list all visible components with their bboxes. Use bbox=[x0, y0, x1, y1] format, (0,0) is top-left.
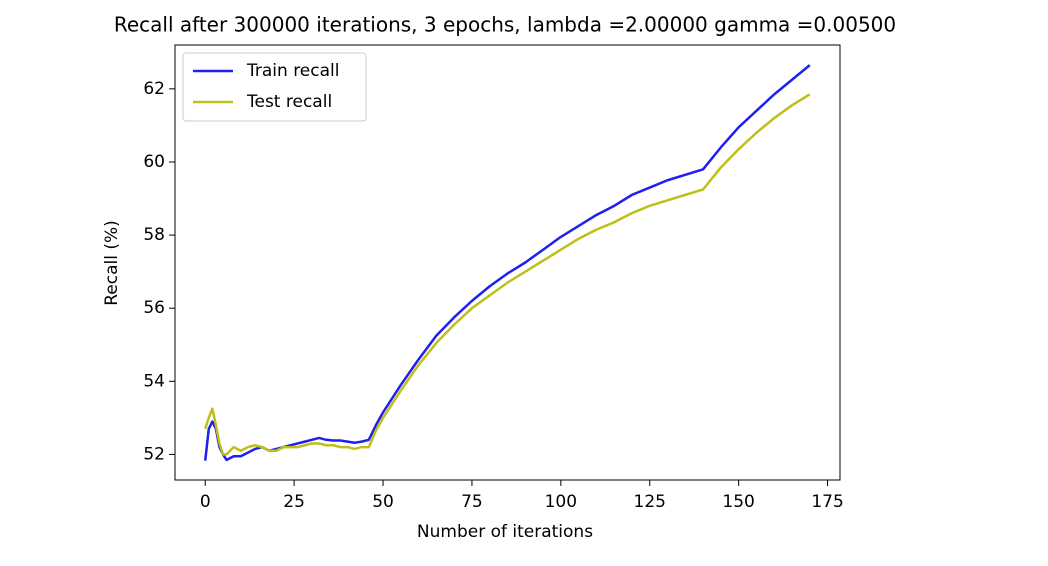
chart-title: Recall after 300000 iterations, 3 epochs… bbox=[114, 13, 896, 37]
y-axis-label: Recall (%) bbox=[102, 220, 122, 306]
plot-frame bbox=[174, 44, 841, 481]
x-tick-label: 125 bbox=[634, 492, 666, 512]
y-tick-label: 54 bbox=[143, 371, 165, 391]
series-line bbox=[204, 93, 811, 456]
x-tick-label: 75 bbox=[461, 492, 483, 512]
y-tick-label: 58 bbox=[143, 225, 165, 245]
y-tick-label: 62 bbox=[143, 79, 165, 99]
series-line bbox=[203, 64, 811, 462]
x-tick-label: 50 bbox=[372, 492, 394, 512]
y-tick-label: 56 bbox=[143, 298, 165, 318]
x-tick-label: 150 bbox=[722, 492, 754, 512]
y-tick-label: 60 bbox=[143, 152, 165, 172]
x-tick-label: 25 bbox=[283, 492, 305, 512]
y-tick-label: 52 bbox=[143, 444, 165, 464]
legend-label: Train recall bbox=[246, 61, 339, 81]
legend-label: Test recall bbox=[246, 92, 332, 112]
x-tick-label: 100 bbox=[545, 492, 577, 512]
x-axis-label: Number of iterations bbox=[417, 522, 593, 542]
x-tick-label: 175 bbox=[811, 492, 843, 512]
x-tick-label: 0 bbox=[200, 492, 211, 512]
